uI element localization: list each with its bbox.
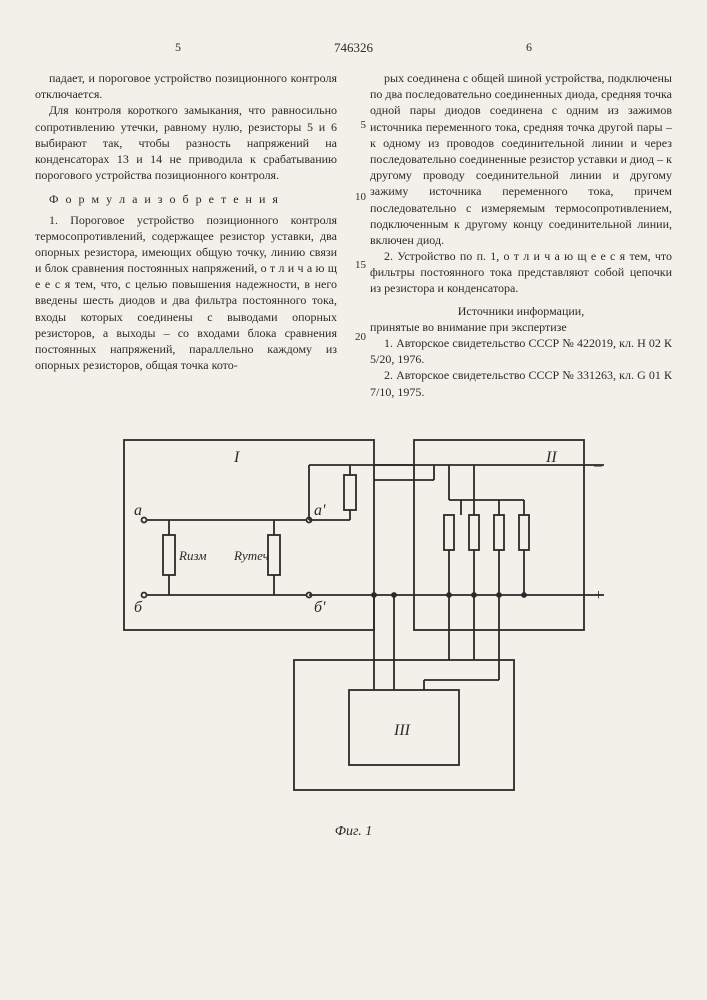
label-III: III <box>393 722 411 739</box>
source-item: 2. Авторское свидетельство СССР № 331263… <box>370 367 672 399</box>
label-minus: – <box>593 457 603 474</box>
line-number: 20 <box>355 330 366 345</box>
page-number-left: 5 <box>175 40 181 55</box>
paragraph: 1. Пороговое устройство позиционного кон… <box>35 212 337 374</box>
line-number: 5 <box>361 118 367 133</box>
sources-subtitle: принятые во внимание при экспертизе <box>370 319 672 335</box>
sources-title: Источники информации, <box>370 303 672 319</box>
right-column: рых соединена с общей шиной устройства, … <box>370 70 672 400</box>
left-column: падает, и пороговое устройство позиционн… <box>35 70 352 400</box>
label-Rutech: Rутеч <box>233 548 269 563</box>
page-number-right: 6 <box>526 40 532 55</box>
circuit-diagram: I II III а а' б б' Rизм Rутеч – + <box>94 420 614 820</box>
label-I: I <box>233 449 240 466</box>
line-number: 15 <box>355 258 366 273</box>
paragraph: Для контроля короткого замыкания, что ра… <box>35 102 337 183</box>
label-b: б <box>134 599 143 616</box>
label-plus: + <box>594 587 603 604</box>
paragraph: 2. Устройство по п. 1, о т л и ч а ю щ е… <box>370 248 672 297</box>
label-II: II <box>545 449 557 466</box>
text-columns: падает, и пороговое устройство позиционн… <box>35 70 672 400</box>
page-header: 5 746326 6 <box>35 40 672 58</box>
document-number: 746326 <box>334 40 373 56</box>
label-Rizm: Rизм <box>178 548 207 563</box>
label-a-prime: а' <box>314 502 326 519</box>
line-number: 10 <box>355 190 366 205</box>
label-a: а <box>134 502 142 519</box>
source-item: 1. Авторское свидетельство СССР № 422019… <box>370 335 672 367</box>
diagram-caption: Фиг. 1 <box>35 824 672 840</box>
paragraph: падает, и пороговое устройство позиционн… <box>35 70 337 102</box>
paragraph: рых соединена с общей шиной устройства, … <box>370 70 672 248</box>
formula-title: Ф о р м у л а и з о б р е т е н и я <box>35 191 337 207</box>
label-b-prime: б' <box>314 599 326 616</box>
